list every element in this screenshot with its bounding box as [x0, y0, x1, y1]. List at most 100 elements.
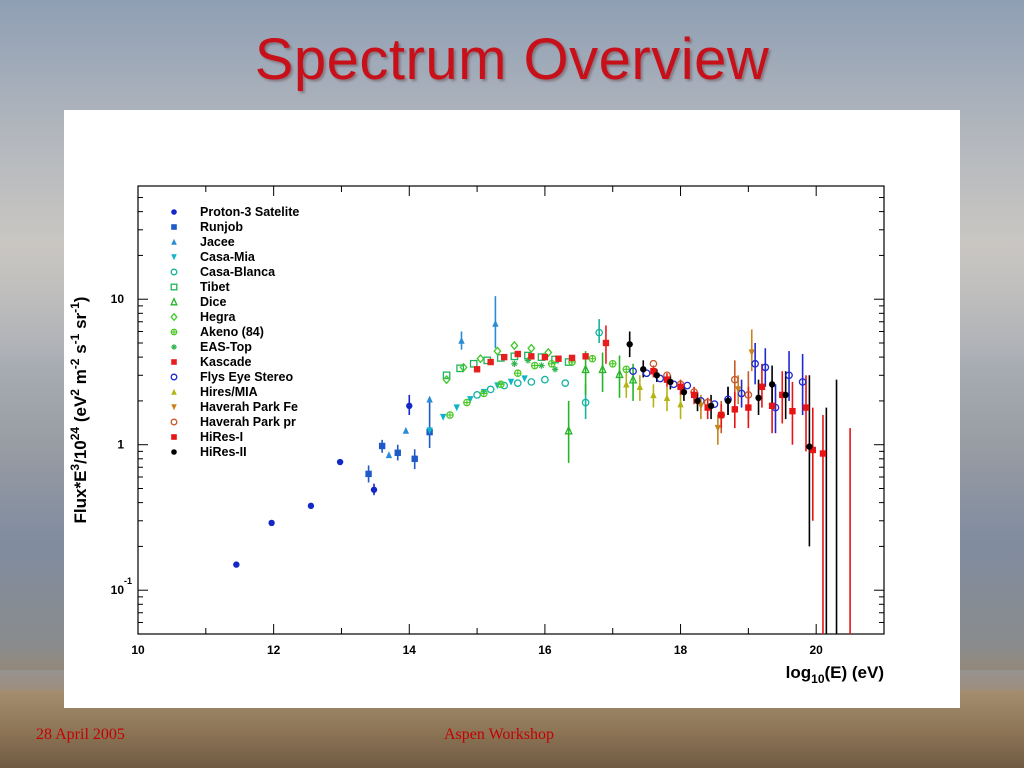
point-hires-ii — [724, 397, 732, 405]
legend-label-hegra: Hegra — [200, 310, 236, 324]
point-akeno-84 — [622, 365, 631, 374]
point-hires-ii — [640, 366, 647, 373]
point-hires-i — [745, 404, 752, 411]
point-flys-eye-stereo — [798, 378, 807, 386]
point-jacee — [492, 319, 499, 327]
footer-date: 28 April 2005 — [36, 726, 125, 743]
point-casa-blanca — [541, 375, 549, 384]
point-hires-ii — [626, 341, 633, 348]
legend-label-hires-mia: Hires/MIA — [200, 385, 258, 399]
legend-marker-eas-top — [171, 344, 177, 350]
point-hires-mia — [677, 400, 684, 408]
point-hires-ii — [680, 388, 688, 396]
point-hires-i — [690, 391, 698, 399]
y-tick-label: 10 — [111, 292, 125, 306]
point-kascade — [602, 339, 610, 347]
legend-label-jacee: Jacee — [200, 235, 235, 249]
point-haverah-park-fe — [734, 386, 742, 394]
point-eas-top — [538, 362, 545, 369]
point-kascade — [473, 366, 481, 373]
legend-label-tibet: Tibet — [200, 280, 230, 294]
legend-label-flys-eye-stereo: Flys Eye Stereo — [200, 370, 293, 384]
point-dice — [581, 364, 590, 374]
point-jacee — [458, 336, 465, 344]
point-akeno-84 — [497, 380, 505, 389]
point-hires-ii — [806, 443, 813, 450]
legend-label-casa-blanca: Casa-Blanca — [200, 265, 276, 279]
point-tibet — [442, 371, 451, 380]
point-runjob — [378, 442, 386, 450]
point-tibet — [469, 359, 478, 368]
point-dice — [628, 374, 638, 384]
point-kascade — [528, 353, 535, 360]
x-tick-label: 12 — [267, 643, 281, 657]
point-kascade — [514, 350, 521, 358]
point-hires-i — [802, 404, 810, 411]
y-tick-label: 1 — [117, 438, 124, 452]
point-kascade — [487, 358, 494, 366]
point-haverah-park-fe — [748, 349, 755, 357]
error-bars — [367, 296, 851, 634]
point-kascade — [555, 355, 562, 362]
point-hires-i — [809, 446, 816, 454]
point-flys-eye-stereo — [683, 381, 692, 390]
point-hires-i — [779, 391, 786, 399]
point-casa-mia — [521, 375, 528, 383]
point-casa-blanca — [561, 379, 570, 387]
point-kascade — [568, 354, 576, 362]
point-proton-3-satelite — [307, 502, 315, 510]
point-flys-eye-stereo — [737, 389, 746, 398]
point-eas-top — [551, 366, 559, 373]
point-hegra — [544, 347, 553, 358]
point-hires-ii — [768, 381, 776, 388]
point-casa-mia — [467, 396, 474, 404]
svg-text:Flux*E3/1024 (eV2 m-2 s-1 sr-1: Flux*E3/1024 (eV2 m-2 s-1 sr-1) — [68, 297, 90, 524]
legend-label-eas-top: EAS-Top — [200, 340, 252, 354]
point-hires-i — [650, 368, 657, 375]
point-casa-blanca — [581, 398, 590, 407]
legend-label-kascade: Kascade — [200, 355, 251, 369]
point-jacee — [426, 395, 433, 403]
point-proton-3-satelite — [268, 519, 275, 527]
legend-marker-haverah-park-pr — [170, 418, 178, 426]
legend-label-akeno-84: Akeno (84) — [200, 325, 264, 339]
point-hires-mia — [636, 383, 644, 391]
point-casa-blanca — [513, 379, 522, 387]
point-hires-ii — [667, 378, 674, 386]
chart-figure: 10 12 14 16 18 20 10 -1 1 10 Proton-3 Satelite Run… — [64, 110, 960, 708]
point-hires-ii — [653, 372, 661, 379]
point-hires-i — [677, 383, 684, 391]
point-hegra — [476, 354, 485, 364]
point-flys-eye-stereo — [785, 371, 793, 380]
point-dice — [564, 425, 573, 435]
legend-marker-akeno-84 — [170, 328, 178, 336]
point-casa-blanca — [486, 385, 495, 394]
point-hires-i — [731, 406, 738, 413]
point-hires-mia — [663, 394, 671, 402]
point-hires-mia — [650, 391, 657, 399]
legend-marker-dice — [170, 297, 178, 306]
point-kascade — [501, 353, 508, 361]
x-tick-label: 18 — [674, 643, 688, 657]
x-tick-label: 10 — [131, 643, 145, 657]
point-hires-i — [819, 450, 827, 457]
point-runjob — [365, 470, 372, 478]
point-casa-blanca — [527, 378, 536, 386]
point-kascade — [541, 353, 549, 361]
legend-label-proton-3-satelite: Proton-3 Satelite — [200, 205, 299, 219]
point-casa-blanca — [595, 328, 604, 337]
legend-marker-casa-mia — [171, 254, 177, 261]
point-hegra — [527, 343, 536, 353]
point-proton-3-satelite — [336, 458, 344, 466]
point-akeno-84 — [547, 359, 556, 368]
legend-marker-hires-mia — [171, 388, 177, 395]
point-akeno-84 — [463, 398, 471, 407]
point-akeno-84 — [480, 389, 488, 398]
x-axis-label: log10(E) (eV) — [786, 663, 884, 686]
point-hires-i — [789, 407, 796, 415]
data-points — [233, 319, 827, 568]
legend-marker-jacee — [171, 238, 177, 245]
point-hires-ii — [707, 402, 715, 410]
point-proton-3-satelite — [233, 561, 240, 568]
point-hegra — [459, 362, 468, 373]
